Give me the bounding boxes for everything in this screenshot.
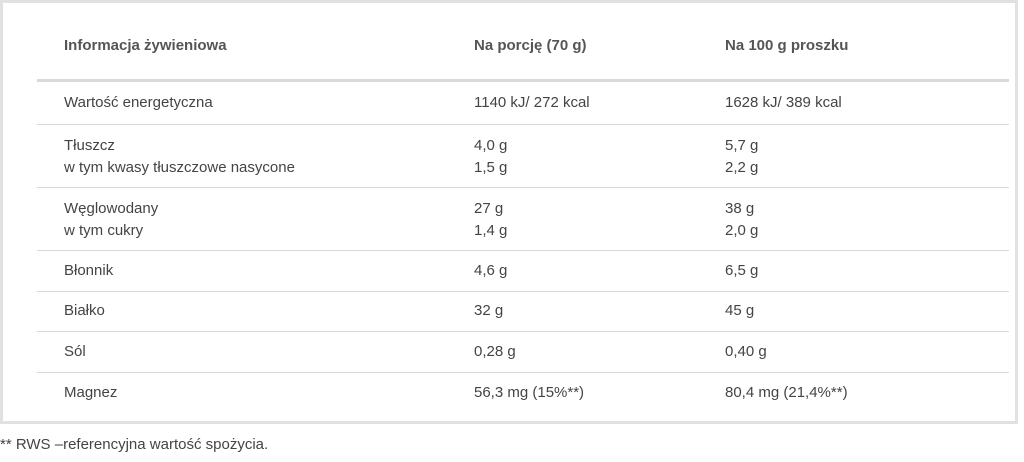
per-100g-value: 38 g 2,0 g bbox=[725, 198, 758, 242]
value-line: 0,28 g bbox=[474, 343, 516, 360]
nutrient-label: Białko bbox=[64, 300, 105, 322]
value-line: 80,4 mg (21,4%**) bbox=[725, 384, 848, 401]
per-portion-value: 1140 kJ/ 272 kcal bbox=[474, 92, 590, 114]
value-line: 0,40 g bbox=[725, 343, 767, 360]
nutrient-label: Węglowodany w tym cukry bbox=[64, 198, 158, 242]
value-line: 4,6 g bbox=[474, 262, 508, 279]
value-line: 5,7 g bbox=[725, 137, 759, 154]
per-portion-value: 56,3 mg (15%**) bbox=[474, 382, 584, 404]
value-line: 2,2 g bbox=[725, 159, 759, 176]
table-row-fat: Tłuszcz w tym kwasy tłuszczowe nasycone … bbox=[37, 125, 1009, 188]
value-line: 45 g bbox=[725, 302, 755, 319]
value-line: 1,5 g bbox=[474, 159, 508, 176]
nutrient-subname: w tym kwasy tłuszczowe nasycone bbox=[64, 159, 295, 176]
nutrition-table-panel: Informacja żywieniowa Na porcję (70 g) N… bbox=[0, 0, 1018, 424]
table-row-carbohydrates: Węglowodany w tym cukry 27 g 1,4 g 38 g … bbox=[37, 188, 1009, 251]
per-100g-value: 0,40 g bbox=[725, 341, 767, 363]
value-line: 1628 kJ/ 389 kcal bbox=[725, 94, 842, 111]
value-line: 27 g bbox=[474, 200, 504, 217]
nutrient-name: Białko bbox=[64, 302, 105, 319]
per-100g-value: 45 g bbox=[725, 300, 754, 322]
nutrient-name: Wartość energetyczna bbox=[64, 94, 213, 111]
nutrient-label: Tłuszcz w tym kwasy tłuszczowe nasycone bbox=[64, 135, 295, 179]
nutrient-subname: w tym cukry bbox=[64, 222, 144, 239]
value-line: 6,5 g bbox=[725, 262, 759, 279]
per-portion-value: 4,0 g 1,5 g bbox=[474, 135, 507, 179]
nutrient-label: Wartość energetyczna bbox=[64, 92, 213, 114]
nutrient-label: Sól bbox=[64, 341, 86, 363]
nutrient-name: Sól bbox=[64, 343, 86, 360]
table-row-fiber: Błonnik 4,6 g 6,5 g bbox=[37, 251, 1009, 292]
nutrient-name: Węglowodany bbox=[64, 200, 159, 217]
header-per-portion: Na porcję (70 g) bbox=[474, 37, 587, 54]
per-portion-value: 4,6 g bbox=[474, 260, 507, 282]
header-nutrition-info: Informacja żywieniowa bbox=[64, 37, 227, 54]
table-row-energy: Wartość energetyczna 1140 kJ/ 272 kcal 1… bbox=[37, 82, 1009, 125]
table-header-row: Informacja żywieniowa Na porcję (70 g) N… bbox=[37, 3, 1009, 82]
footnote-rws: ** RWS –referencyjna wartość spożycia. bbox=[0, 436, 269, 453]
nutrient-name: Błonnik bbox=[64, 262, 114, 279]
per-portion-value: 32 g bbox=[474, 300, 503, 322]
per-100g-value: 80,4 mg (21,4%**) bbox=[725, 382, 848, 404]
header-per-100g: Na 100 g proszku bbox=[725, 37, 849, 54]
per-100g-value: 1628 kJ/ 389 kcal bbox=[725, 92, 842, 114]
value-line: 2,0 g bbox=[725, 222, 759, 239]
nutrient-name: Magnez bbox=[64, 384, 118, 401]
per-100g-value: 5,7 g 2,2 g bbox=[725, 135, 758, 179]
value-line: 4,0 g bbox=[474, 137, 508, 154]
value-line: 1,4 g bbox=[474, 222, 508, 239]
per-portion-value: 27 g 1,4 g bbox=[474, 198, 507, 242]
per-100g-value: 6,5 g bbox=[725, 260, 758, 282]
value-line: 38 g bbox=[725, 200, 755, 217]
nutrient-label: Magnez bbox=[64, 382, 117, 404]
table-row-salt: Sól 0,28 g 0,40 g bbox=[37, 332, 1009, 373]
table-row-magnesium: Magnez 56,3 mg (15%**) 80,4 mg (21,4%**) bbox=[37, 373, 1009, 417]
value-line: 1140 kJ/ 272 kcal bbox=[474, 94, 590, 111]
value-line: 32 g bbox=[474, 302, 504, 319]
table-row-protein: Białko 32 g 45 g bbox=[37, 292, 1009, 332]
value-line: 56,3 mg (15%**) bbox=[474, 384, 585, 401]
per-portion-value: 0,28 g bbox=[474, 341, 516, 363]
nutrient-name: Tłuszcz bbox=[64, 137, 115, 154]
nutrient-label: Błonnik bbox=[64, 260, 113, 282]
